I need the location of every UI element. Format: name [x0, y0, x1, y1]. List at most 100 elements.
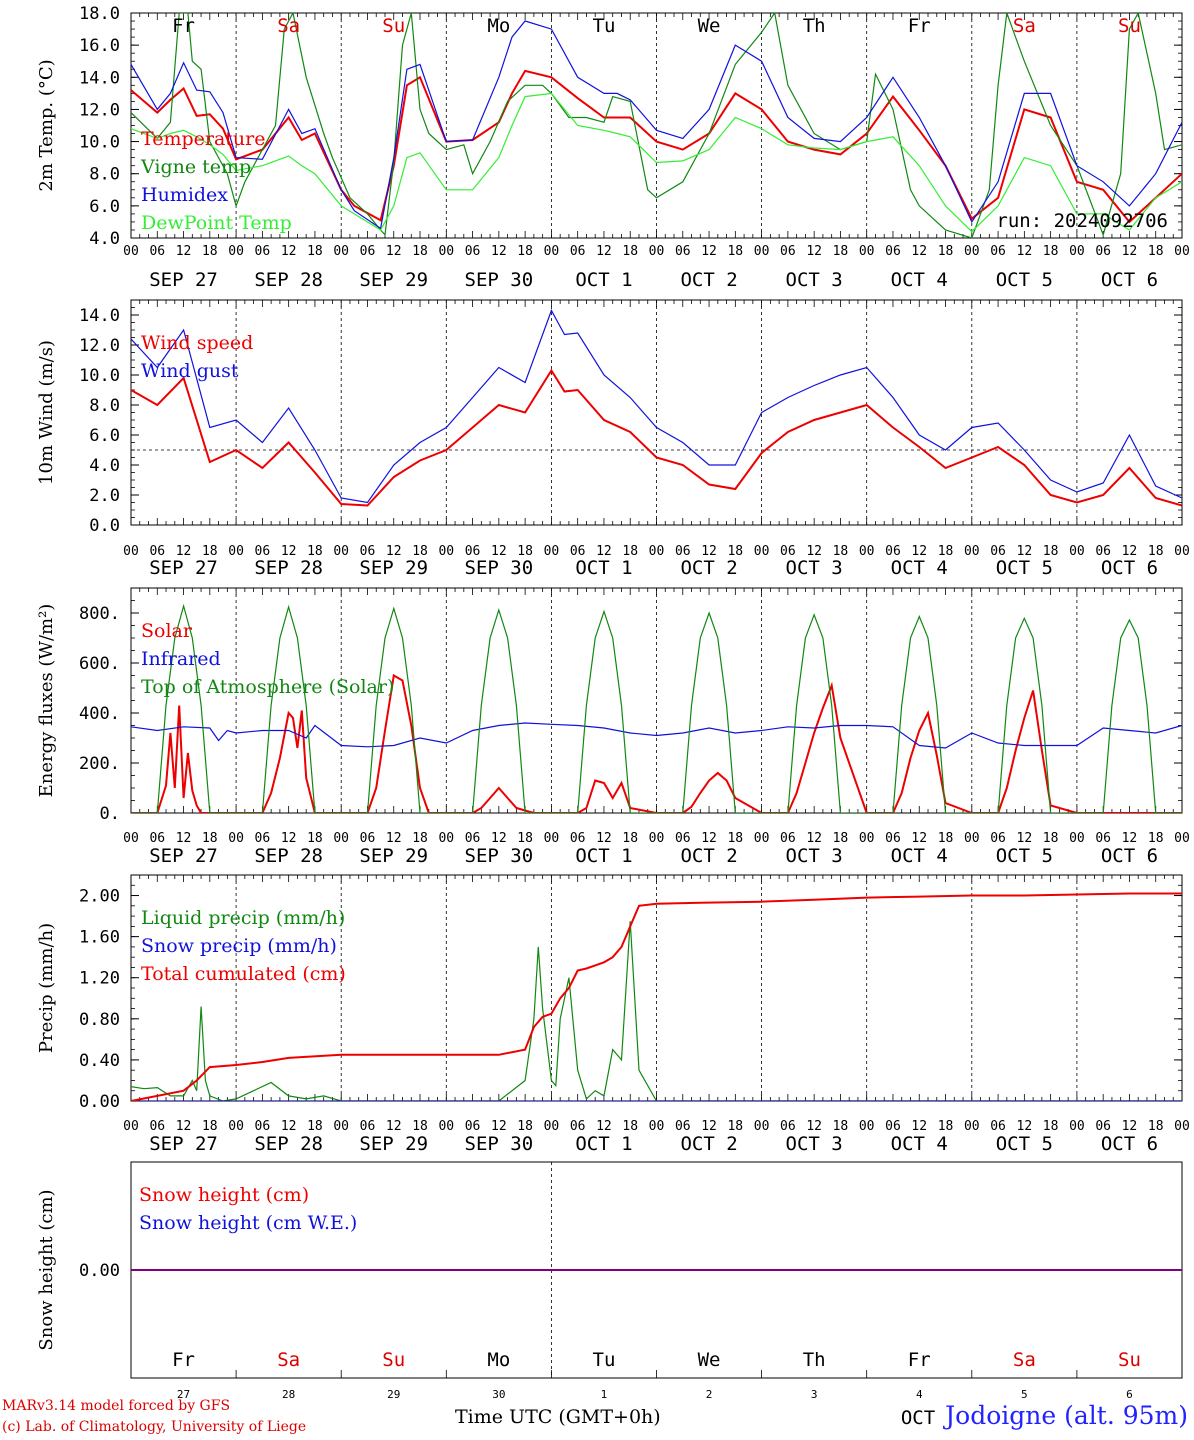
x-tick-label: 00 — [754, 244, 770, 259]
date-label: SEP 29 — [359, 1133, 428, 1155]
x-tick-label: 06 — [149, 1119, 165, 1134]
weekday-label: Fr — [172, 1349, 195, 1371]
x-tick-label: 18 — [622, 1119, 638, 1134]
y-tick-label: 0.40 — [79, 1051, 120, 1071]
x-tick-label: 06 — [885, 244, 901, 259]
weekday-label: Tu — [593, 1349, 616, 1371]
legend-entry: Liquid precip (mm/h) — [141, 907, 345, 929]
day-number-label: 6 — [1126, 1388, 1133, 1401]
station-name: Jodoigne (alt. 95m) — [945, 1401, 1188, 1430]
date-label: OCT 1 — [575, 557, 632, 579]
x-tick-label: 00 — [228, 1119, 244, 1134]
x-tick-label: 18 — [307, 1119, 323, 1134]
y-tick-label: 600. — [79, 654, 120, 674]
x-tick-label: 06 — [1095, 831, 1111, 846]
x-tick-label: 12 — [1122, 1119, 1138, 1134]
y-tick-label: 10.0 — [79, 366, 120, 386]
date-label: OCT 3 — [786, 269, 843, 291]
x-tick-label: 18 — [727, 831, 743, 846]
date-label: SEP 28 — [254, 557, 323, 579]
x-tick-label: 00 — [964, 831, 980, 846]
x-tick-label: 12 — [1017, 544, 1033, 559]
x-tick-label: 12 — [281, 244, 297, 259]
weekday-label: Su — [1118, 1349, 1141, 1371]
x-tick-label: 06 — [780, 544, 796, 559]
x-tick-label: 06 — [570, 244, 586, 259]
x-tick-label: 00 — [964, 544, 980, 559]
x-tick-label: 18 — [307, 244, 323, 259]
legend-entry: Vigne temp — [140, 156, 251, 178]
x-tick-label: 00 — [754, 831, 770, 846]
x-tick-label: 12 — [806, 1119, 822, 1134]
day-number-label: 3 — [811, 1388, 818, 1401]
x-tick-label: 00 — [1069, 1119, 1085, 1134]
chart-panel-1: 4.0 6.0 8.0 10.0 12.0 14.0 16.0 18.0 2m Temp. (°… — [36, 4, 1190, 291]
date-label: SEP 29 — [359, 845, 428, 867]
series-line-3 — [131, 603, 1182, 813]
legend-entry: Snow height (cm) — [139, 1184, 309, 1206]
weekday-label: Sa — [1013, 1349, 1036, 1371]
x-tick-label: 06 — [255, 831, 271, 846]
date-label: SEP 29 — [359, 269, 428, 291]
day-number-label: 4 — [916, 1388, 923, 1401]
x-tick-label: 00 — [123, 1119, 139, 1134]
legend-entry: Wind gust — [141, 360, 239, 382]
x-tick-label: 12 — [491, 1119, 507, 1134]
weekday-label: Mo — [487, 1349, 510, 1371]
legend-entry: Wind speed — [141, 332, 253, 354]
day-number-label: 29 — [387, 1388, 400, 1401]
x-tick-label: 12 — [386, 244, 402, 259]
x-tick-label: 18 — [622, 544, 638, 559]
y-tick-label: 2.00 — [79, 887, 120, 907]
date-label: SEP 27 — [149, 845, 218, 867]
y-tick-label: 0.00 — [79, 1092, 120, 1112]
x-tick-label: 12 — [701, 244, 717, 259]
x-tick-label: 18 — [1043, 244, 1059, 259]
date-label: OCT 6 — [1101, 269, 1158, 291]
x-tick-label: 12 — [806, 244, 822, 259]
x-tick-label: 06 — [360, 1119, 376, 1134]
y-tick-label: 2.0 — [89, 486, 120, 506]
date-label: SEP 28 — [254, 1133, 323, 1155]
date-label: OCT 3 — [786, 845, 843, 867]
y-tick-label: 18.0 — [79, 4, 120, 24]
weekday-label: Fr — [172, 15, 195, 37]
weekday-label: Sa — [277, 1349, 300, 1371]
day-number-label: 5 — [1021, 1388, 1028, 1401]
x-tick-label: 18 — [517, 831, 533, 846]
legend-entry: Snow height (cm W.E.) — [139, 1212, 357, 1234]
x-tick-label: 12 — [701, 1119, 717, 1134]
x-tick-label: 18 — [622, 831, 638, 846]
x-tick-label: 12 — [281, 544, 297, 559]
x-tick-label: 18 — [727, 544, 743, 559]
x-tick-label: 06 — [780, 1119, 796, 1134]
series-line-1 — [131, 673, 1182, 813]
x-tick-label: 06 — [1095, 544, 1111, 559]
x-tick-label: 12 — [1017, 831, 1033, 846]
x-tick-label: 06 — [255, 244, 271, 259]
month-label: OCT — [901, 1407, 935, 1429]
date-label: SEP 27 — [149, 1133, 218, 1155]
x-tick-label: 00 — [544, 1119, 560, 1134]
y-axis-label: Energy fluxes (W/m²) — [36, 604, 57, 798]
y-axis-label: 2m Temp. (°C) — [36, 59, 57, 191]
x-tick-label: 18 — [1148, 831, 1164, 846]
x-tick-label: 00 — [1069, 831, 1085, 846]
date-label: OCT 3 — [786, 1133, 843, 1155]
date-label: SEP 30 — [465, 845, 534, 867]
x-tick-label: 00 — [123, 831, 139, 846]
x-tick-label: 06 — [990, 544, 1006, 559]
x-tick-label: 18 — [202, 244, 218, 259]
x-tick-label: 18 — [1043, 1119, 1059, 1134]
x-tick-label: 00 — [123, 244, 139, 259]
x-tick-label: 00 — [754, 1119, 770, 1134]
day-number-label: 28 — [282, 1388, 295, 1401]
x-tick-label: 00 — [438, 544, 454, 559]
x-tick-label: 12 — [176, 831, 192, 846]
x-tick-label: 00 — [649, 544, 665, 559]
x-tick-label: 12 — [596, 244, 612, 259]
x-tick-label: 06 — [675, 1119, 691, 1134]
x-tick-label: 06 — [885, 1119, 901, 1134]
x-axis-title: Time UTC (GMT+0h) — [455, 1406, 661, 1428]
chart-panel-5: 0.00 Snow height (cm) Snow height (cm) Snow… — [36, 1161, 1183, 1429]
